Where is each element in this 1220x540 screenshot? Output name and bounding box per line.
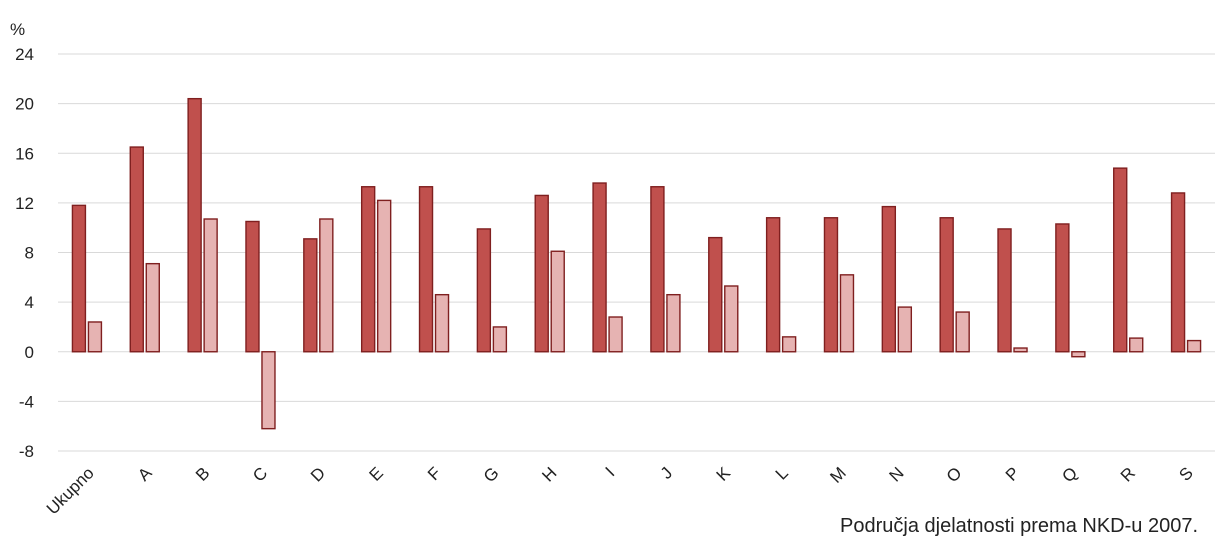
bar-series-1 [823, 217, 839, 353]
y-tick-label: 24 [15, 45, 34, 64]
bar-series-2 [781, 336, 797, 353]
bar-series-2 [1186, 339, 1202, 353]
bar-series-1 [997, 228, 1012, 353]
bar-series-2 [955, 311, 970, 353]
bar-series-2 [1013, 347, 1028, 353]
y-tick-label: 20 [15, 95, 34, 114]
x-axis-title: Područja djelatnosti prema NKD-u 2007. [840, 515, 1198, 537]
x-tick-label: O [943, 463, 966, 486]
bar-series-1 [1113, 167, 1128, 353]
y-tick-label: 8 [25, 244, 34, 263]
bar-series-2 [839, 274, 855, 353]
bar-series-2 [492, 326, 508, 353]
bar-series-2 [1071, 351, 1086, 358]
y-tick-label: 0 [25, 343, 34, 362]
x-axis-ticks: Ukupno A B C D E F G H I J K L M N O P Q R S [43, 463, 1197, 518]
x-tick-label: I [602, 463, 619, 480]
x-tick-label: N [886, 463, 908, 485]
bar-series-1 [303, 238, 318, 353]
bar-series-1 [592, 182, 607, 353]
bar-series-2 [319, 218, 334, 353]
x-tick-label: S [1175, 463, 1196, 484]
x-tick-label: Q [1058, 463, 1081, 486]
x-tick-label: G [480, 463, 503, 486]
x-tick-label: R [1117, 463, 1139, 485]
bars [71, 97, 1202, 430]
bar-series-1 [534, 194, 549, 353]
bar-series-1 [418, 186, 434, 353]
x-tick-label: L [772, 463, 792, 483]
bar-series-1 [708, 236, 723, 353]
bar-series-1 [71, 204, 87, 353]
bar-series-2 [145, 262, 160, 353]
y-tick-label: -8 [19, 442, 34, 461]
gridlines [58, 53, 1215, 452]
x-tick-label: J [657, 463, 676, 482]
bar-series-2 [608, 316, 623, 353]
bar-series-1 [939, 217, 954, 353]
bar-series-1 [1055, 223, 1070, 353]
bar-series-2 [666, 293, 681, 353]
bar-series-1 [245, 220, 260, 353]
x-tick-label: F [424, 463, 445, 484]
x-tick-label: P [1002, 463, 1023, 484]
y-axis-unit: % [10, 20, 25, 39]
y-tick-label: -4 [19, 392, 34, 411]
x-tick-label: B [192, 463, 213, 484]
x-tick-label: C [249, 463, 271, 485]
bar-series-2 [203, 218, 218, 353]
bar-series-2 [1129, 337, 1144, 353]
bar-series-1 [1170, 192, 1186, 353]
y-tick-label: 12 [15, 194, 34, 213]
bar-series-1 [881, 205, 897, 353]
bar-series-1 [360, 186, 376, 353]
bar-series-2 [550, 250, 565, 353]
x-tick-label: Ukupno [43, 463, 98, 518]
x-tick-label: M [826, 463, 849, 486]
x-tick-label: A [134, 463, 156, 485]
bar-series-2 [261, 351, 276, 430]
bar-series-1 [476, 228, 492, 353]
bar-series-2 [434, 293, 450, 353]
bar-series-2 [376, 199, 392, 353]
x-tick-label: K [713, 463, 735, 485]
bar-series-1 [650, 186, 665, 353]
x-tick-label: D [307, 463, 329, 485]
bar-series-1 [765, 217, 781, 353]
y-axis-ticks: -8 -4 0 4 8 12 16 20 24 [15, 45, 34, 461]
bar-series-2 [724, 285, 739, 353]
x-tick-label: E [366, 463, 387, 484]
bar-series-1 [129, 146, 144, 353]
y-tick-label: 4 [25, 293, 34, 312]
bar-series-2 [87, 321, 103, 353]
bar-series-2 [897, 306, 913, 353]
bar-series-1 [187, 97, 202, 353]
x-tick-label: H [538, 463, 560, 485]
y-tick-label: 16 [15, 144, 34, 163]
